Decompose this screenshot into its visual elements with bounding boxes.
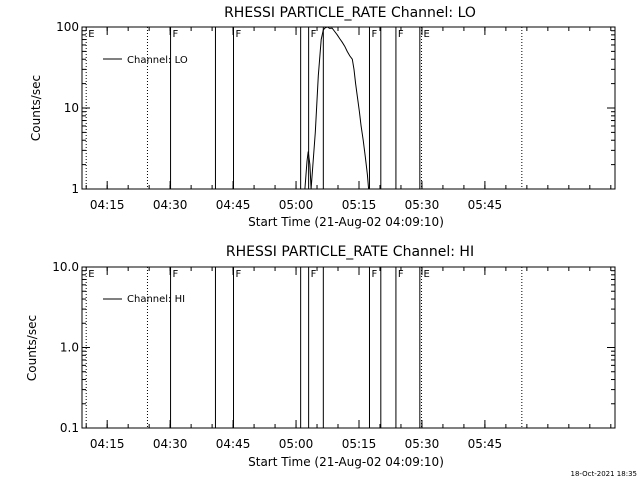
x-axis-label: Start Time (21-Aug-02 04:09:10) <box>248 455 444 469</box>
plot-frame <box>81 26 616 190</box>
data-series <box>304 26 370 190</box>
marker-label: F <box>398 269 404 280</box>
marker-label: F <box>371 269 377 280</box>
y-tick-label: 0.1 <box>60 421 79 435</box>
legend-entry: Channel: LO <box>127 55 188 66</box>
x-tick-label: 04:30 <box>153 198 188 212</box>
chart-title: RHESSI PARTICLE_RATE Channel: HI <box>226 244 474 260</box>
y-axis-label: Counts/sec <box>29 75 43 141</box>
marker-label: F <box>236 269 242 280</box>
x-axis-label: Start Time (21-Aug-02 04:09:10) <box>248 215 444 229</box>
legend-entry: Channel: HI <box>127 294 185 305</box>
y-axis-ticks: 0.1 1.0 10.0 <box>52 260 615 435</box>
chart-title: RHESSI PARTICLE_RATE Channel: LO <box>224 5 476 21</box>
marker-label: E <box>424 29 430 40</box>
x-tick-label: 05:30 <box>405 198 440 212</box>
x-tick-label: 05:00 <box>279 198 314 212</box>
y-tick-label: 100 <box>56 20 79 34</box>
plot-frame <box>81 266 616 429</box>
x-tick-label: 04:45 <box>216 437 251 451</box>
marker-label: E <box>88 29 94 40</box>
x-axis-ticks: 04:15 04:30 04:45 05:00 05:15 05:30 05:45 <box>85 267 612 451</box>
x-axis-ticks: 04:15 04:30 04:45 05:00 05:15 05:30 05:45 <box>85 27 612 212</box>
y-tick-label: 1.0 <box>60 341 79 355</box>
marker-label: F <box>311 29 317 40</box>
x-tick-label: 05:15 <box>342 437 377 451</box>
x-tick-label: 05:45 <box>468 437 503 451</box>
x-tick-label: 05:00 <box>279 437 314 451</box>
x-tick-label: 05:30 <box>405 437 440 451</box>
chart-hi: RHESSI PARTICLE_RATE Channel: HI Counts/… <box>25 244 616 469</box>
x-tick-label: 04:15 <box>90 198 125 212</box>
x-tick-label: 04:15 <box>90 437 125 451</box>
x-tick-label: 05:15 <box>342 198 377 212</box>
y-axis-ticks: 1 10 100 <box>56 20 615 196</box>
x-tick-label: 05:45 <box>468 198 503 212</box>
y-tick-label: 10 <box>64 101 79 115</box>
x-tick-label: 04:45 <box>216 198 251 212</box>
footer-timestamp: 18-Oct-2021 18:35 <box>571 470 637 478</box>
marker-label: F <box>173 29 179 40</box>
marker-label: F <box>398 29 404 40</box>
marker-label: F <box>311 269 317 280</box>
y-tick-label: 1 <box>71 182 79 196</box>
marker-label: E <box>88 269 94 280</box>
marker-label: F <box>173 269 179 280</box>
y-axis-label: Counts/sec <box>25 315 39 381</box>
chart-lo: RHESSI PARTICLE_RATE Channel: LO Counts/… <box>29 5 616 229</box>
marker-label: E <box>424 269 430 280</box>
x-tick-label: 04:30 <box>153 437 188 451</box>
y-tick-label: 10.0 <box>52 260 79 274</box>
marker-label: F <box>371 29 377 40</box>
marker-label: F <box>236 29 242 40</box>
